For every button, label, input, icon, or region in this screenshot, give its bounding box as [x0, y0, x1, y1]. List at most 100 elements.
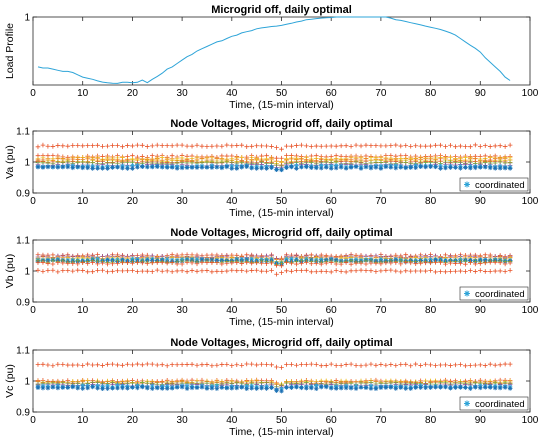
x-axis-label: Time, (15-min interval) — [229, 316, 334, 328]
x-tick-label: 100 — [522, 196, 539, 207]
voltage-marker — [458, 362, 463, 367]
voltage-marker — [433, 363, 438, 368]
voltage-marker — [194, 165, 200, 170]
voltage-marker — [478, 165, 483, 170]
voltage-marker — [433, 269, 438, 275]
voltage-marker — [393, 260, 399, 265]
voltage-marker — [164, 165, 170, 170]
voltage-marker — [284, 268, 289, 274]
voltage-marker — [318, 143, 324, 149]
x-tick-label: 60 — [326, 88, 338, 99]
y-tick-label: 1 — [24, 13, 30, 24]
voltage-marker — [45, 164, 51, 170]
voltage-marker — [343, 143, 349, 148]
voltage-marker — [70, 143, 76, 148]
voltage-marker — [453, 261, 458, 266]
voltage-marker — [179, 362, 185, 367]
voltage-marker — [145, 361, 150, 367]
voltage-marker — [443, 261, 448, 267]
voltage-marker — [363, 142, 369, 148]
voltage-marker — [348, 361, 354, 367]
voltage-marker — [149, 269, 155, 274]
voltage-marker — [159, 143, 165, 148]
voltage-marker — [378, 385, 384, 390]
voltage-marker — [353, 383, 359, 389]
voltage-marker — [323, 260, 329, 266]
voltage-marker — [289, 143, 294, 149]
voltage-marker — [115, 362, 120, 368]
voltage-marker — [65, 362, 71, 368]
voltage-marker — [40, 260, 46, 265]
voltage-marker — [204, 165, 210, 170]
voltage-marker — [75, 362, 81, 368]
voltage-marker — [140, 260, 145, 266]
voltage-marker — [50, 267, 56, 273]
voltage-marker — [313, 261, 319, 266]
voltage-marker — [184, 386, 190, 391]
voltage-marker — [209, 260, 215, 265]
voltage-marker — [393, 386, 399, 391]
voltage-marker — [458, 143, 463, 149]
voltage-marker — [164, 363, 170, 369]
voltage-marker — [328, 269, 334, 275]
x-tick-label: 50 — [276, 196, 288, 207]
voltage-marker — [497, 260, 503, 265]
voltage-marker — [443, 165, 448, 171]
x-axis-label: Time, (15-min interval) — [229, 426, 334, 438]
voltage-marker — [443, 384, 448, 390]
x-tick-label: 80 — [425, 196, 437, 207]
voltage-marker — [174, 362, 180, 368]
voltage-marker — [284, 385, 289, 390]
voltage-marker — [388, 385, 394, 390]
voltage-marker — [194, 142, 200, 148]
legend-marker — [464, 400, 470, 407]
voltage-marker — [423, 260, 428, 266]
voltage-marker — [468, 268, 473, 273]
voltage-marker — [55, 385, 61, 391]
voltage-marker — [254, 362, 259, 368]
voltage-marker — [453, 144, 458, 149]
voltage-marker — [328, 143, 334, 149]
voltage-marker — [487, 165, 493, 171]
voltage-marker — [70, 362, 76, 368]
voltage-marker — [492, 362, 498, 368]
voltage-marker — [125, 361, 130, 367]
x-tick-label: 40 — [226, 88, 238, 99]
marker-series-1 — [35, 142, 513, 152]
voltage-marker — [478, 261, 483, 266]
voltage-marker — [463, 269, 468, 274]
voltage-marker — [135, 260, 140, 265]
marker-series-9 — [35, 267, 513, 277]
voltage-marker — [413, 268, 418, 274]
voltage-marker — [378, 261, 384, 267]
voltage-marker — [299, 385, 304, 391]
voltage-marker — [214, 269, 220, 274]
voltage-marker — [95, 383, 100, 389]
voltage-marker — [408, 268, 414, 274]
voltage-marker — [269, 362, 274, 368]
voltage-marker — [338, 261, 344, 267]
voltage-marker — [328, 260, 334, 265]
voltage-marker — [105, 362, 110, 367]
voltage-marker — [279, 270, 284, 275]
voltage-marker — [140, 362, 145, 368]
voltage-marker — [239, 268, 245, 273]
voltage-marker — [388, 362, 394, 367]
voltage-marker — [502, 385, 508, 390]
voltage-marker — [120, 165, 125, 171]
x-tick-label: 10 — [77, 88, 89, 99]
voltage-marker — [194, 385, 200, 390]
voltage-marker — [274, 263, 279, 268]
voltage-marker — [487, 269, 493, 274]
voltage-marker — [50, 164, 56, 170]
voltage-marker — [35, 385, 41, 390]
voltage-marker — [174, 261, 180, 267]
voltage-marker — [219, 143, 225, 149]
voltage-marker — [105, 383, 110, 389]
voltage-marker — [224, 268, 230, 274]
voltage-marker — [234, 166, 240, 171]
voltage-marker — [110, 269, 115, 274]
voltage-marker — [70, 268, 76, 274]
voltage-marker — [289, 362, 294, 367]
voltage-marker — [403, 165, 409, 171]
